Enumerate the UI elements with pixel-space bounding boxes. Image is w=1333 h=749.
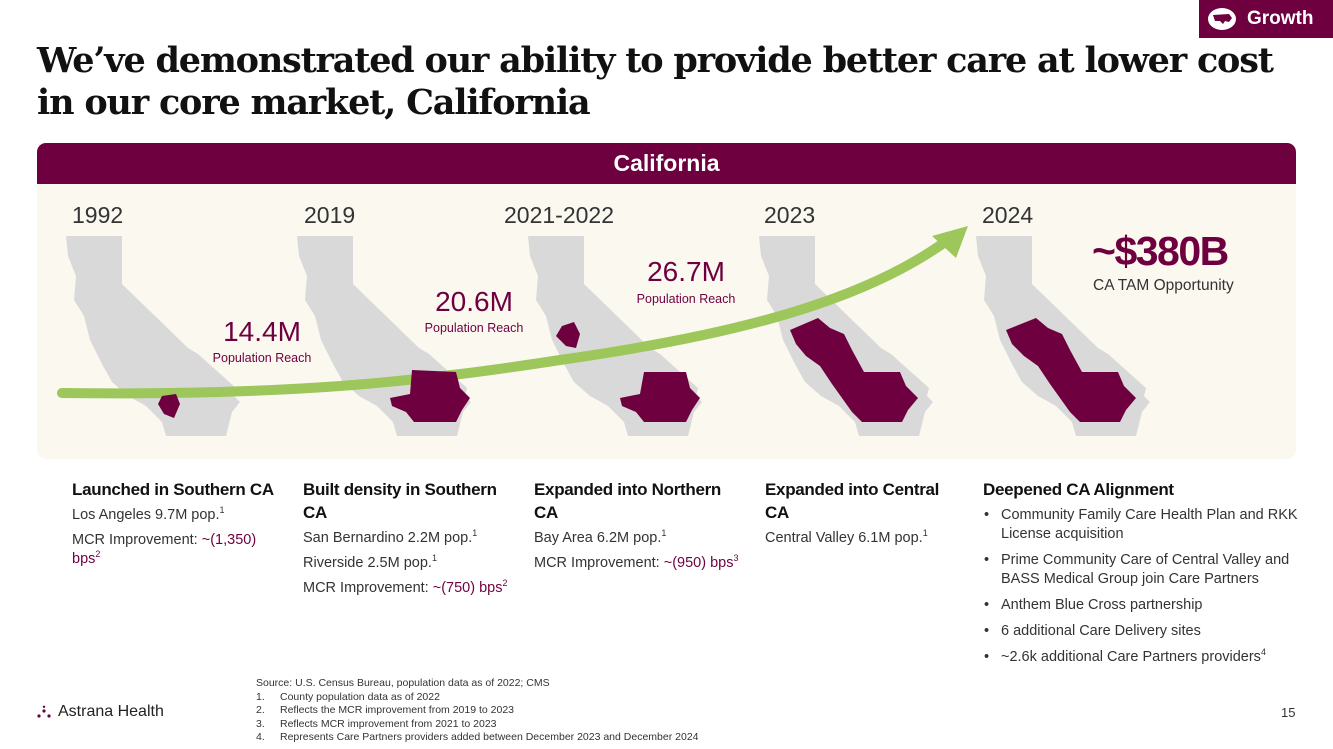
reach-value-2023: 26.7M	[647, 256, 725, 287]
milestone-2021-2022: Expanded into Northern CA Bay Area 6.2M …	[534, 478, 739, 579]
page-number: 15	[1281, 705, 1296, 720]
milestone-2019: Built density in Southern CA San Bernard…	[303, 478, 508, 604]
reach-value-2019: 14.4M	[223, 316, 301, 347]
milestone-line: Riverside 2.5M pop.1	[303, 553, 437, 571]
logo-text: Astrana Health	[58, 703, 164, 720]
growth-trend-line	[57, 237, 950, 399]
footnote: 1. County population data as of 2022	[256, 690, 440, 703]
reach-label-2021: Population Reach	[424, 321, 524, 335]
list-item: Community Family Care Health Plan and RK…	[983, 506, 1298, 544]
company-logo: Astrana Health	[36, 703, 164, 721]
year-label-2023: 2023	[764, 202, 816, 228]
growth-arrow-head	[932, 226, 968, 258]
astrana-logo-icon	[37, 705, 51, 718]
milestone-heading: Expanded into Northern CA	[534, 480, 722, 522]
milestone-heading: Expanded into Central CA	[765, 480, 940, 522]
milestone-1992: Launched in Southern CA Los Angeles 9.7M…	[72, 478, 287, 575]
reach-label-2023: Population Reach	[636, 292, 736, 306]
milestone-line: Central Valley 6.1M pop.1	[765, 528, 928, 546]
source-notes: Source: U.S. Census Bureau, population d…	[256, 677, 816, 745]
footnote: 3. Reflects MCR improvement from 2021 to …	[256, 717, 497, 730]
alignment-list: Community Family Care Health Plan and RK…	[983, 506, 1298, 667]
footnote: 2. Reflects the MCR improvement from 2019…	[256, 704, 515, 716]
page-title: We’ve demonstrated our ability to provid…	[37, 40, 1274, 123]
year-label-2021-2022: 2021-2022	[504, 202, 614, 228]
footnote: 4. Represents Care Partners providers add…	[256, 731, 699, 743]
region-southern-ca-2019	[390, 370, 470, 422]
us-map-icon	[1208, 8, 1236, 30]
list-item: Prime Community Care of Central Valley a…	[983, 551, 1298, 589]
mcr-improvement: MCR Improvement: ~(1,350) bps2	[72, 532, 257, 567]
list-item: ~2.6k additional Care Partners providers…	[983, 648, 1298, 667]
region-los-angeles	[158, 394, 180, 418]
mcr-improvement: MCR Improvement: ~(750) bps2	[303, 578, 508, 596]
year-label-2024: 2024	[982, 202, 1034, 228]
milestone-2024: Deepened CA Alignment Community Family C…	[983, 478, 1298, 674]
section-badge: Growth	[1199, 0, 1333, 38]
panel-header: California	[37, 143, 1296, 184]
milestone-2023: Expanded into Central CA Central Valley …	[765, 478, 965, 554]
milestone-heading: Launched in Southern CA	[72, 480, 274, 499]
year-label-2019: 2019	[304, 202, 356, 228]
reach-value-2021: 20.6M	[435, 286, 513, 317]
mcr-improvement: MCR Improvement: ~(950) bps3	[534, 553, 739, 571]
milestone-line: San Bernardino 2.2M pop.1	[303, 528, 478, 546]
milestone-line: Los Angeles 9.7M pop.1	[72, 505, 225, 523]
region-central-ca-2023	[790, 318, 918, 422]
tam-value: ~$380B	[1092, 228, 1229, 274]
region-bay-area	[556, 322, 580, 348]
list-item: Anthem Blue Cross partnership	[983, 596, 1298, 615]
year-label-1992: 1992	[72, 202, 124, 228]
milestone-line: Bay Area 6.2M pop.1	[534, 528, 667, 546]
source-line: Source: U.S. Census Bureau, population d…	[256, 677, 550, 689]
reach-label-2019: Population Reach	[212, 351, 312, 365]
milestone-heading: Deepened CA Alignment	[983, 480, 1174, 499]
list-item: 6 additional Care Delivery sites	[983, 622, 1298, 641]
region-central-ca-2024	[1006, 318, 1136, 422]
tam-label: CA TAM Opportunity	[1093, 277, 1234, 294]
badge-label: Growth	[1247, 8, 1314, 29]
region-southern-ca-2021	[620, 372, 700, 422]
milestone-heading: Built density in Southern CA	[303, 480, 497, 522]
